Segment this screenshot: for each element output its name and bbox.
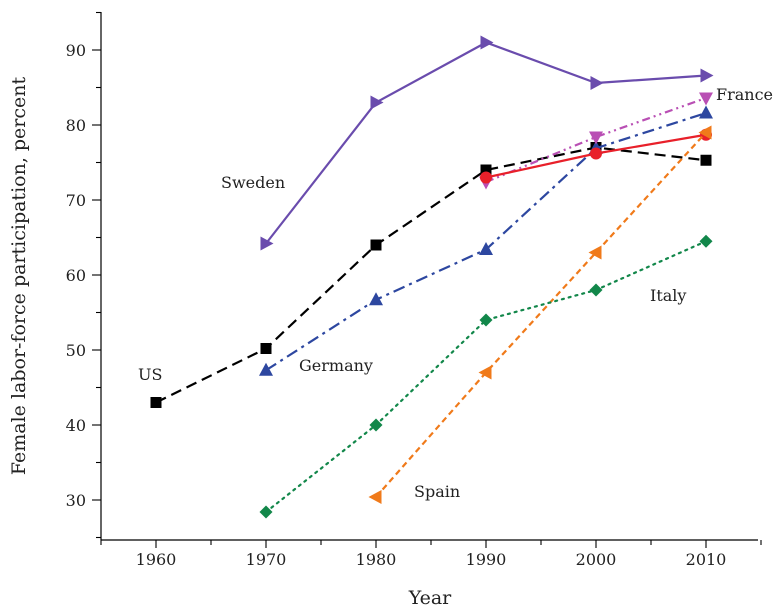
sweden-point-2010 [700,68,714,83]
spain-point-2000 [588,245,602,260]
x-tick-label-1990: 1990 [466,550,507,569]
y-tick-label-40: 40 [66,416,86,435]
italy-point-2010 [699,234,713,248]
france-line [485,96,707,184]
italy-point-1980 [369,418,383,432]
y-tick-label-90: 90 [66,41,86,60]
us-point-1970 [260,343,272,354]
y-axis-title: Female labor-force participation, percen… [8,76,30,475]
germany-point-2010 [699,105,713,119]
series-4-point-2000 [590,147,602,160]
germany-point-1970 [259,362,273,376]
series-france [479,92,713,190]
series-sweden [260,35,714,251]
sweden-point-2000 [590,76,604,90]
y-tick-label-50: 50 [66,341,86,360]
x-tick-label-2000: 2000 [576,550,617,569]
y-tick-label-30: 30 [66,491,86,510]
y-tick-label-80: 80 [66,116,86,135]
x-axis-title: Year [408,587,452,609]
italy-point-1970 [259,505,273,519]
spain-point-2010 [698,125,712,140]
ticks: 30 40 50 60 70 80 90 1960 1970 1980 1990 2000 2010 [66,11,762,569]
x-tick-label-1960: 1960 [136,550,177,569]
sweden-point-1980 [370,95,384,110]
us-point-1960 [150,397,162,408]
series-germany [259,105,713,376]
spain-line [375,131,707,498]
france-point-2010 [699,92,713,106]
italy-point-1990 [479,313,493,327]
series-label-france: France [716,85,773,104]
sweden-point-1970 [260,236,274,251]
series-4-point-1990 [480,171,492,184]
series-label-sweden: Sweden [221,173,285,192]
series-label-germany: Germany [299,356,373,375]
x-tick-label-1980: 1980 [356,550,397,569]
us-point-2010 [700,154,712,166]
us-point-1990 [480,164,492,176]
germany-point-1980 [369,292,383,306]
germany-point-1990 [479,242,493,255]
series-italy [259,234,713,519]
sweden-point-1990 [480,35,494,50]
us-point-1980 [370,239,382,251]
axes [100,12,758,541]
series-labels: Sweden US Germany France Spain Italy [138,85,773,501]
y-tick-label-70: 70 [66,191,86,210]
sweden-line [265,41,707,245]
series-spain [368,125,712,504]
series-label-spain: Spain [414,482,460,501]
x-tick-label-2010: 2010 [686,550,727,569]
series-label-italy: Italy [650,286,686,305]
france-point-2000 [589,131,603,145]
x-tick-label-1970: 1970 [246,550,287,569]
italy-point-2000 [589,283,603,297]
series-label-us: US [138,365,162,384]
spain-point-1980 [368,490,382,504]
spain-point-1990 [478,365,492,380]
series-layer [150,35,714,519]
y-tick-label-60: 60 [66,266,86,285]
italy-line [264,240,708,514]
